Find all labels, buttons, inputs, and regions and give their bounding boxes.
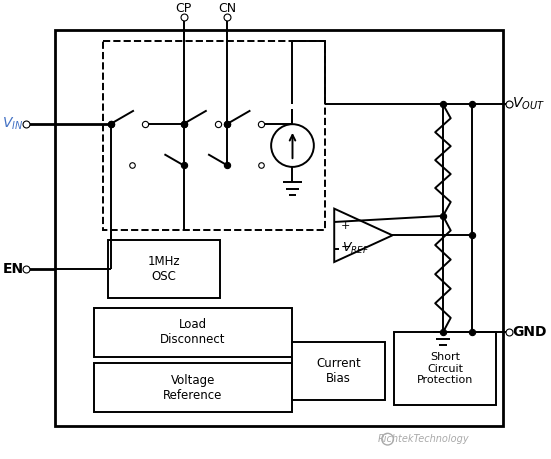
Bar <box>293 342 385 400</box>
Bar <box>103 41 325 230</box>
Text: Current
Bias: Current Bias <box>316 357 361 385</box>
Bar <box>94 364 293 412</box>
Bar <box>395 332 496 405</box>
Text: Voltage
Reference: Voltage Reference <box>163 374 223 402</box>
Text: 1MHz
OSC: 1MHz OSC <box>148 255 180 283</box>
Text: $V_{OUT}$: $V_{OUT}$ <box>512 96 545 112</box>
Text: CN: CN <box>218 2 236 15</box>
Text: GND: GND <box>512 325 547 339</box>
Text: Load
Disconnect: Load Disconnect <box>160 319 226 347</box>
Text: Short
Circuit
Protection: Short Circuit Protection <box>417 352 473 386</box>
Bar <box>55 29 503 425</box>
Text: +: + <box>341 221 350 230</box>
Text: $V_{IN}$: $V_{IN}$ <box>2 116 24 132</box>
Text: RichtekTechnology: RichtekTechnology <box>378 434 469 444</box>
Text: EN: EN <box>3 262 24 276</box>
Bar <box>108 240 220 298</box>
Text: CP: CP <box>176 2 192 15</box>
Text: −: − <box>341 241 351 253</box>
Bar <box>94 308 293 357</box>
Text: $V_{REF}$: $V_{REF}$ <box>342 241 369 256</box>
